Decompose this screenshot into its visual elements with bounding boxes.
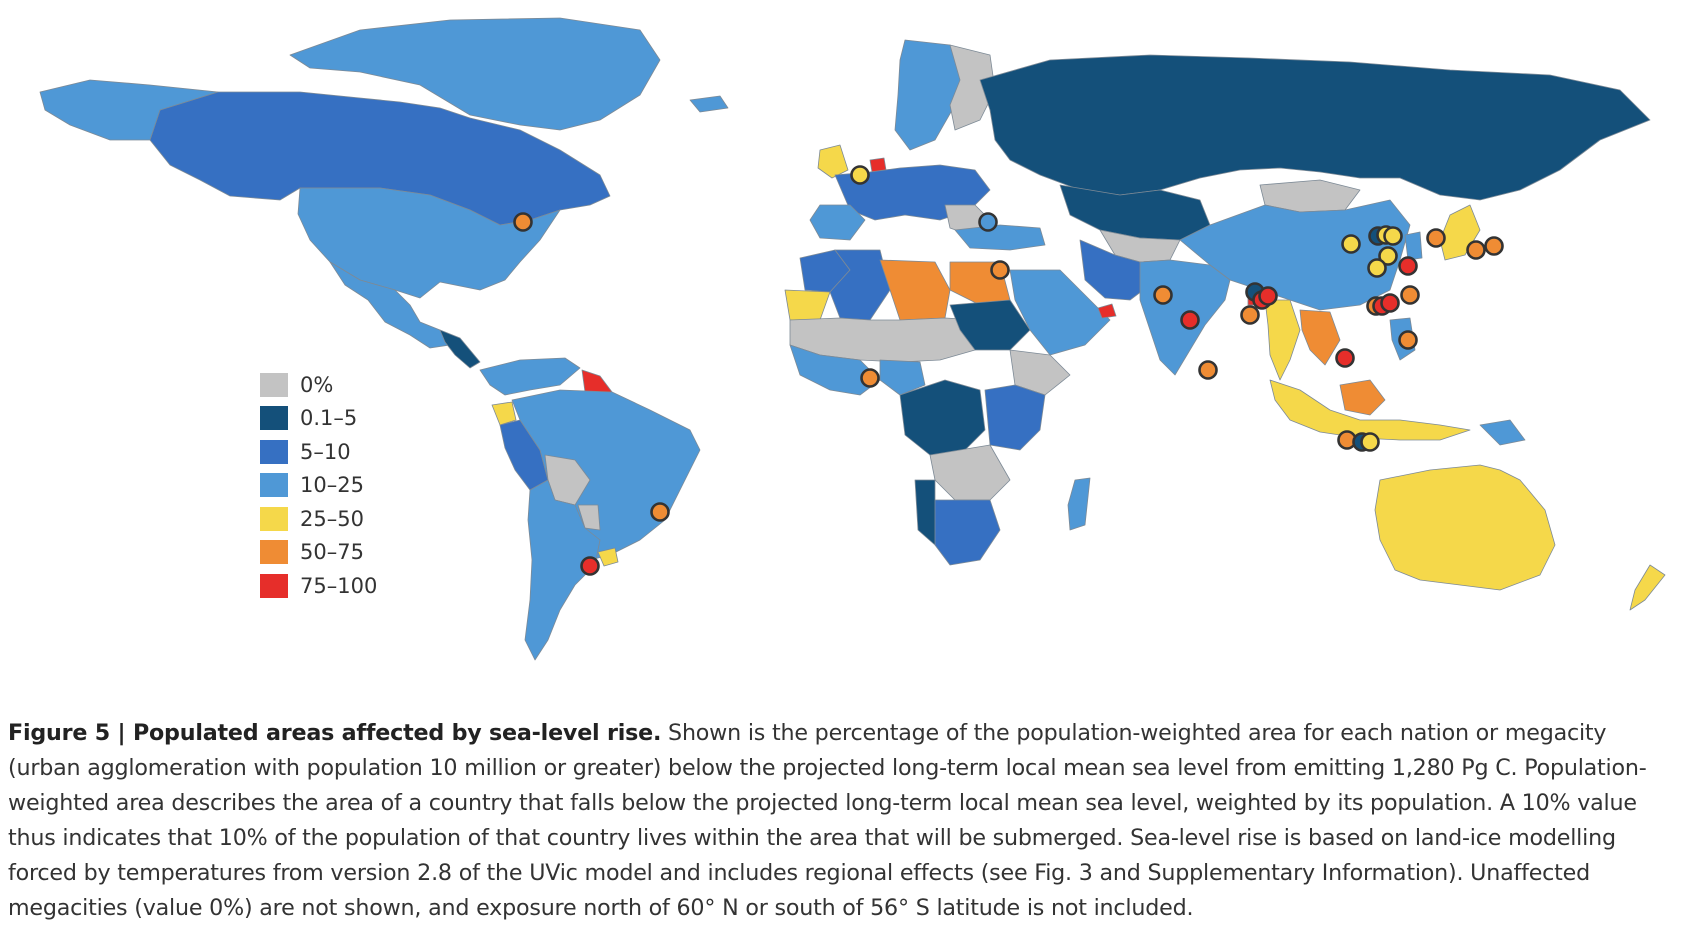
region-south-africa [929, 499, 1001, 566]
megacity-marker [990, 260, 1010, 280]
region-western-sahara [784, 289, 831, 321]
map-legend: 0% 0.1–5 5–10 10–25 25–50 50–75 75–100 [260, 368, 377, 603]
megacity-marker [1180, 310, 1200, 330]
region-ethiopia [1009, 349, 1071, 396]
megacity-marker [580, 556, 600, 576]
megacity-marker [1341, 234, 1361, 254]
legend-item: 75–100 [260, 569, 377, 603]
region-png [1479, 419, 1526, 446]
megacity-marker [1466, 240, 1486, 260]
megacity-marker [1335, 348, 1355, 368]
region-ecuador [491, 401, 517, 426]
legend-label: 0.1–5 [300, 406, 358, 431]
legend-swatch [260, 473, 288, 498]
region-russia [979, 54, 1651, 201]
region-namibia [914, 479, 936, 546]
megacity-marker [650, 502, 670, 522]
megacity-marker [978, 212, 998, 232]
region-kazakhstan [1059, 184, 1211, 241]
figure-caption: Figure 5 | Populated areas affected by s… [8, 716, 1684, 926]
legend-label: 0% [300, 372, 334, 397]
legend-label: 10–25 [300, 473, 364, 498]
region-colombia-venezuela [479, 357, 581, 396]
region-sweden-finland [949, 44, 996, 131]
megacity-marker [1240, 305, 1260, 325]
region-alaska [39, 79, 219, 141]
region-new-zealand [1629, 564, 1666, 611]
region-paraguay [577, 504, 601, 531]
legend-swatch [260, 506, 288, 531]
megacity-marker [513, 212, 533, 232]
legend-label: 5–10 [300, 439, 351, 464]
megacity-marker [1426, 228, 1446, 248]
megacity-marker [1367, 258, 1387, 278]
legend-label: 75–100 [300, 573, 378, 598]
region-uk [817, 144, 849, 179]
legend-swatch [260, 540, 288, 565]
legend-item: 10–25 [260, 469, 377, 503]
region-iceland [689, 95, 729, 113]
megacity-marker [1383, 226, 1403, 246]
world-map [39, 17, 1666, 661]
region-uruguay [597, 547, 619, 567]
region-borneo [1339, 379, 1386, 416]
megacity-marker [1258, 286, 1278, 306]
region-nigeria [879, 359, 926, 396]
legend-item: 5–10 [260, 435, 377, 469]
region-korea [1404, 231, 1423, 261]
legend-swatch [260, 439, 288, 464]
megacity-marker [860, 368, 880, 388]
region-madagascar [1067, 477, 1091, 531]
region-turkey [954, 224, 1046, 251]
legend-swatch [260, 406, 288, 431]
region-southern-africa [929, 444, 1011, 501]
legend-item: 50–75 [260, 536, 377, 570]
region-east-africa [984, 384, 1046, 451]
legend-item: 0.1–5 [260, 402, 377, 436]
legend-item: 0% [260, 368, 377, 402]
region-uae [1097, 303, 1117, 319]
caption-figure-label: Figure 5 | Populated areas affected by s… [8, 720, 662, 746]
region-australia [1374, 464, 1556, 591]
region-myanmar-thailand [1264, 299, 1301, 381]
megacity-marker [1153, 285, 1173, 305]
legend-swatch [260, 573, 288, 598]
caption-text: Shown is the percentage of the populatio… [8, 720, 1647, 921]
legend-item: 25–50 [260, 502, 377, 536]
region-argentina-chile [524, 479, 601, 661]
megacity-marker [1400, 285, 1420, 305]
region-greenland [289, 17, 661, 131]
region-iberia [809, 204, 866, 241]
megacity-marker [1198, 360, 1218, 380]
megacity-marker [1360, 432, 1380, 452]
region-central-africa [899, 379, 986, 456]
megacity-marker [850, 165, 870, 185]
legend-swatch [260, 372, 288, 397]
region-libya [879, 259, 951, 321]
region-arabia [1009, 269, 1111, 356]
megacity-marker [1380, 293, 1400, 313]
region-central-america [439, 329, 481, 369]
legend-label: 50–75 [300, 540, 364, 565]
megacity-marker [1378, 246, 1398, 266]
legend-label: 25–50 [300, 506, 364, 531]
megacity-marker [1398, 330, 1418, 350]
megacity-marker [1398, 256, 1418, 276]
region-indonesia [1269, 379, 1471, 441]
megacity-marker [1484, 236, 1504, 256]
region-indochina [1299, 309, 1341, 366]
region-china [1179, 199, 1411, 311]
